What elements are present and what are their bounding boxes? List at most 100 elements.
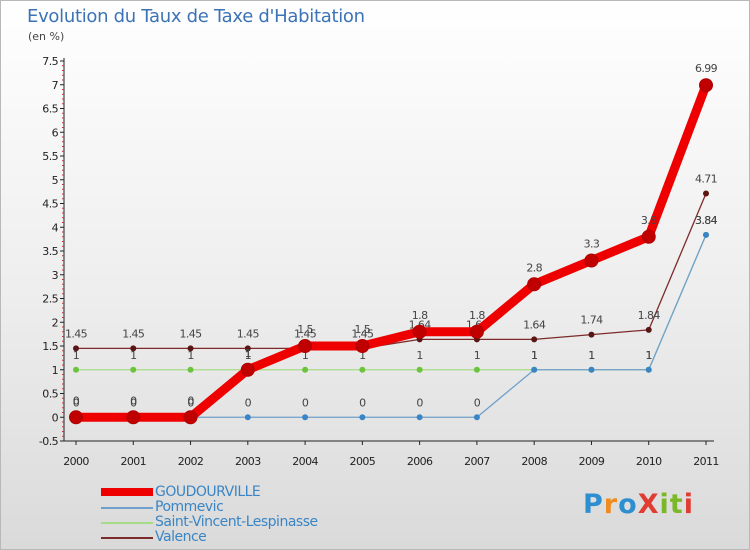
chart-subtitle: (en %)	[28, 30, 65, 43]
data-point	[302, 414, 309, 421]
data-point	[531, 366, 538, 373]
x-tick-label: 2010	[636, 455, 662, 468]
y-tick-label: 0.5	[42, 388, 58, 401]
data-point	[130, 345, 137, 352]
y-tick-label: 5	[52, 174, 59, 187]
legend-label-goudourville: GOUDOURVILLE	[155, 484, 261, 500]
data-label: 0	[73, 396, 80, 409]
x-tick-label: 2006	[407, 455, 433, 468]
y-tick-label: -0.5	[39, 435, 59, 448]
chart-title: Evolution du Taux de Taxe d'Habitation	[27, 6, 365, 27]
data-label: 0	[187, 394, 194, 407]
data-label: 1.74	[580, 314, 603, 327]
x-tick-label: 2007	[464, 455, 490, 468]
x-tick-label: 2000	[63, 455, 89, 468]
data-point	[588, 366, 595, 373]
x-tick-label: 2008	[521, 455, 547, 468]
data-point	[527, 277, 542, 292]
data-point	[359, 414, 366, 421]
data-label: 1.8	[469, 309, 485, 322]
data-label: 1.45	[122, 327, 145, 340]
data-point	[531, 336, 538, 343]
data-label: 0	[359, 396, 366, 409]
data-label: 1	[187, 349, 193, 362]
x-tick-label: 2001	[120, 455, 146, 468]
x-tick-label: 2004	[292, 455, 318, 468]
data-point	[355, 339, 370, 353]
data-point	[703, 231, 709, 238]
series-line-1	[75, 234, 707, 418]
y-tick-label: 6.5	[42, 103, 58, 116]
series-line-0	[71, 80, 711, 422]
data-label: 6.99	[695, 62, 718, 75]
data-point	[244, 345, 251, 352]
data-point	[645, 366, 652, 373]
data-label: 1	[245, 347, 251, 360]
data-label: 1	[302, 349, 308, 362]
y-tick-label: 4	[52, 221, 59, 234]
legend-label-valence: Valence	[155, 529, 207, 545]
y-tick-label: 4.5	[42, 198, 58, 211]
data-point	[703, 190, 709, 197]
data-point	[69, 410, 83, 425]
y-tick-label: 1.5	[42, 340, 58, 353]
data-label: 0	[474, 396, 481, 409]
data-label: 1.8	[412, 309, 428, 322]
data-label: 0	[245, 396, 252, 409]
data-point	[584, 253, 599, 268]
data-point	[473, 366, 480, 373]
data-label: 1	[588, 349, 594, 362]
data-label: 1	[474, 349, 480, 362]
data-point	[244, 414, 251, 421]
x-tick-label: 2002	[178, 455, 204, 468]
data-point	[416, 414, 423, 421]
legend-label-pommevic: Pommevic	[155, 499, 224, 515]
data-point	[641, 229, 656, 244]
data-point	[130, 366, 137, 373]
data-label: 0	[73, 394, 80, 407]
x-tick-label: 2003	[235, 455, 261, 468]
data-point	[73, 366, 79, 373]
data-label: 0	[187, 396, 194, 409]
data-label: 3.84	[695, 214, 718, 227]
y-tick-label: 3.5	[42, 245, 58, 258]
data-label: 1.45	[237, 327, 260, 340]
legend-swatch-pommevic	[101, 507, 153, 509]
data-label: 1.64	[523, 318, 546, 331]
data-point	[187, 366, 194, 373]
data-point	[588, 331, 595, 338]
y-tick-label: 7	[52, 79, 59, 92]
data-label: 1	[646, 349, 652, 362]
data-label: 1.45	[294, 327, 317, 340]
data-point	[699, 78, 713, 93]
data-label: 1	[531, 349, 537, 362]
y-tick-label: 5.5	[42, 150, 58, 163]
data-point	[126, 410, 141, 425]
y-tick-label: 1	[52, 364, 58, 377]
data-label: 1.45	[179, 327, 202, 340]
data-point	[298, 339, 313, 353]
legend-label-saint-vincent-lespinasse: Saint-Vincent-Lespinasse	[155, 514, 318, 530]
legend-swatch-valence	[101, 537, 153, 539]
data-label: 0	[130, 396, 137, 409]
y-tick-label: 0	[52, 411, 59, 424]
x-tick-label: 2005	[350, 455, 376, 468]
data-label: 0	[130, 394, 137, 407]
series-line-3	[75, 192, 707, 350]
data-label: 1	[359, 349, 365, 362]
data-point	[302, 366, 309, 373]
data-label: 3.3	[584, 238, 600, 251]
data-label: 4.71	[695, 173, 717, 186]
data-label: 1.5	[297, 323, 313, 336]
data-point	[473, 414, 480, 421]
data-point	[645, 326, 652, 333]
data-label: 1	[531, 349, 537, 362]
data-label: 1	[245, 349, 251, 362]
y-tick-label: 3	[52, 269, 59, 282]
data-point	[359, 366, 366, 373]
data-label: 1.5	[355, 323, 371, 336]
y-tick-label: 6	[52, 126, 59, 139]
data-label: 3.84	[695, 214, 718, 227]
